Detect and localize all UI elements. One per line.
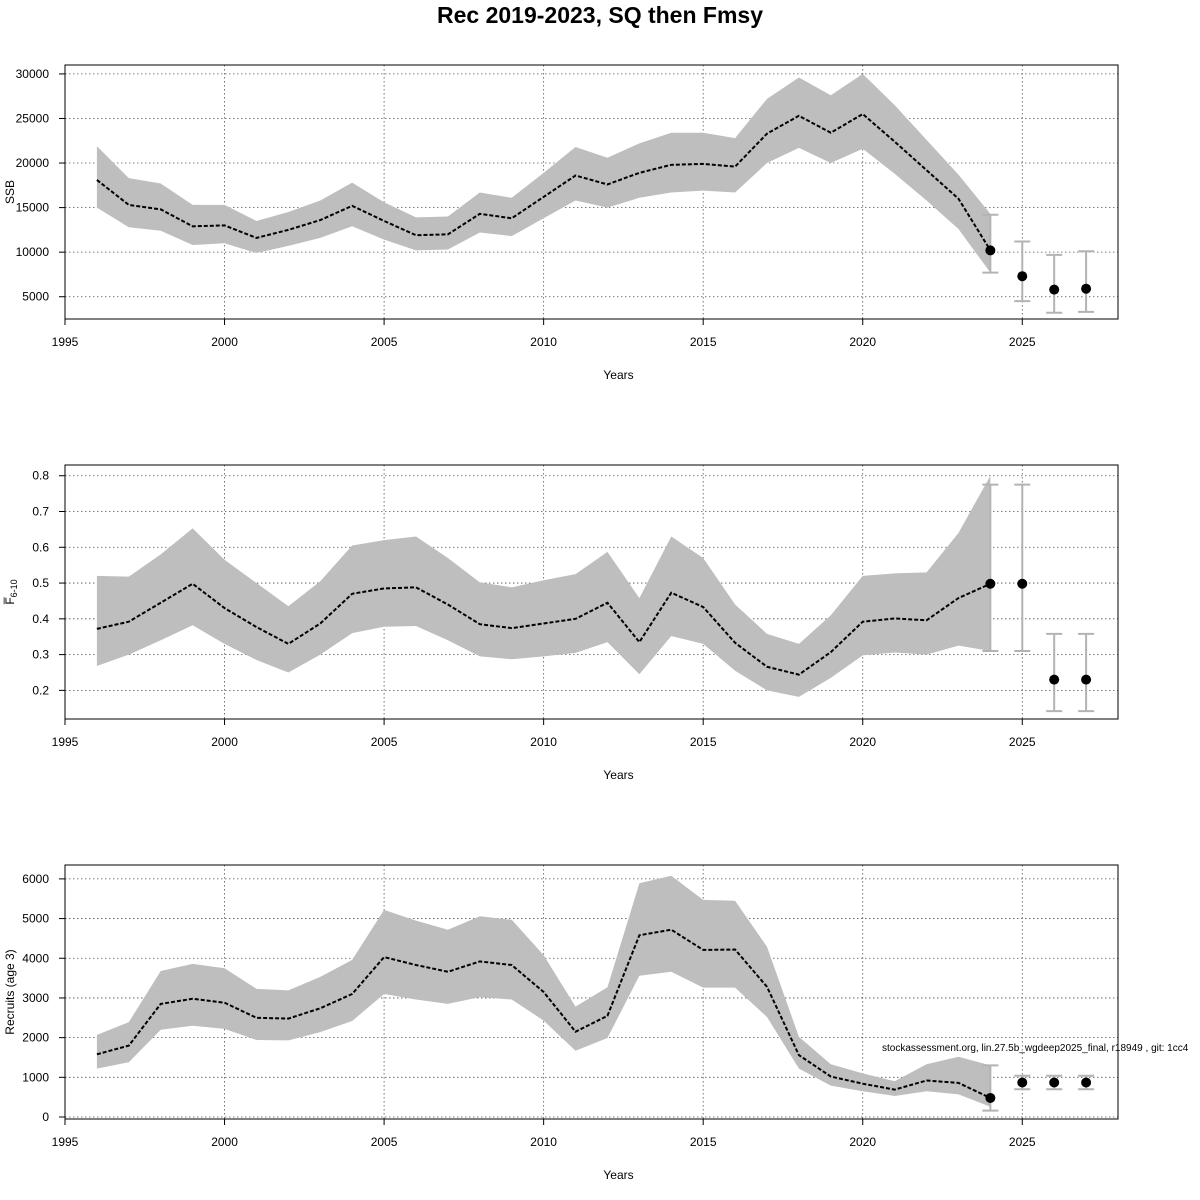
x-tick-label: 1995 xyxy=(52,735,79,749)
y-tick-label: 3000 xyxy=(22,991,49,1005)
x-tick-label: 2020 xyxy=(849,735,876,749)
forecast-point xyxy=(1017,578,1028,589)
x-tick-label: 2000 xyxy=(211,735,238,749)
x-tick-label: 2025 xyxy=(1009,335,1036,349)
y-tick-label: 0.2 xyxy=(32,683,49,697)
chart-panel-1: 1995 2000 2005 2010 2015 2020 2025 5000 10000 150… xyxy=(3,64,1119,382)
credit-text: stockassessment.org, lin.27.5b_wgdeep202… xyxy=(882,1043,1189,1054)
forecast-point xyxy=(1081,674,1092,685)
y-tick-label: 5000 xyxy=(22,290,49,304)
y-tick-label: 15000 xyxy=(16,201,50,215)
x-tick-label: 2025 xyxy=(1009,1135,1036,1149)
y-tick-label: 0 xyxy=(42,1110,49,1124)
x-tick-label: 2005 xyxy=(371,735,398,749)
x-tick-label: 2005 xyxy=(371,335,398,349)
y-tick-label: 0.7 xyxy=(32,505,49,519)
y-tick-label: 1000 xyxy=(22,1070,49,1084)
x-tick-label: 2010 xyxy=(530,735,557,749)
x-tick-label: 2005 xyxy=(371,1135,398,1149)
x-axis-title: Years xyxy=(603,1168,633,1182)
forecast-point xyxy=(1049,674,1060,685)
y-tick-label: 10000 xyxy=(16,245,50,259)
forecast-point xyxy=(1049,1077,1060,1088)
x-axis-title: Years xyxy=(603,368,633,382)
forecast-point xyxy=(1081,283,1092,294)
y-tick-label: 0.5 xyxy=(32,576,49,590)
estimate-line xyxy=(96,112,992,251)
x-tick-label: 2020 xyxy=(849,1135,876,1149)
x-tick-label: 2000 xyxy=(211,335,238,349)
plot-frame xyxy=(64,864,1119,1120)
chart-title: Rec 2019-2023, SQ then Fmsy xyxy=(437,2,763,28)
y-tick-label: 0.8 xyxy=(32,469,49,483)
y-axis-title: F̅6-10 xyxy=(3,579,19,604)
chart-panel-2: 1995 2000 2005 2010 2015 2020 2025 0.2 0.3 0.4 0.5… xyxy=(3,464,1119,782)
x-tick-label: 1995 xyxy=(52,1135,79,1149)
x-tick-label: 2015 xyxy=(690,735,717,749)
y-axis-title: SSB xyxy=(3,180,17,204)
forecast-point xyxy=(1017,1077,1028,1088)
y-tick-label: 20000 xyxy=(16,156,50,170)
x-tick-label: 2010 xyxy=(530,335,557,349)
confidence-band xyxy=(96,475,991,697)
plot-frame xyxy=(64,64,1119,320)
x-tick-label: 2020 xyxy=(849,335,876,349)
forecast-point xyxy=(1017,271,1028,282)
forecast-point xyxy=(985,245,996,256)
estimate-line xyxy=(96,582,991,676)
forecast-point xyxy=(985,1092,996,1103)
x-tick-label: 2015 xyxy=(690,335,717,349)
forecast-point xyxy=(1049,284,1060,295)
x-tick-label: 2025 xyxy=(1009,735,1036,749)
forecast-point xyxy=(985,578,996,589)
y-tick-label: 0.6 xyxy=(32,540,49,554)
x-tick-label: 2015 xyxy=(690,1135,717,1149)
estimate-line xyxy=(96,928,991,1099)
y-tick-label: 25000 xyxy=(16,111,50,125)
y-tick-label: 2000 xyxy=(22,1031,49,1045)
y-tick-label: 30000 xyxy=(16,67,50,81)
x-tick-label: 2000 xyxy=(211,1135,238,1149)
y-axis-title: Recruits (age 3) xyxy=(3,949,17,1034)
x-tick-label: 2010 xyxy=(530,1135,557,1149)
y-tick-label: 0.4 xyxy=(32,612,49,626)
chart-panel-3: 1995 2000 2005 2010 2015 2020 2025 0 1000 2000 300… xyxy=(3,864,1119,1182)
y-tick-label: 6000 xyxy=(22,872,49,886)
x-tick-label: 1995 xyxy=(52,335,79,349)
y-tick-label: 4000 xyxy=(22,951,49,965)
confidence-band xyxy=(96,73,991,273)
y-tick-label: 0.3 xyxy=(32,648,49,662)
plot-frame xyxy=(64,464,1119,720)
x-axis-title: Years xyxy=(603,768,633,782)
forecast-point xyxy=(1081,1077,1092,1088)
y-tick-label: 5000 xyxy=(22,912,49,926)
